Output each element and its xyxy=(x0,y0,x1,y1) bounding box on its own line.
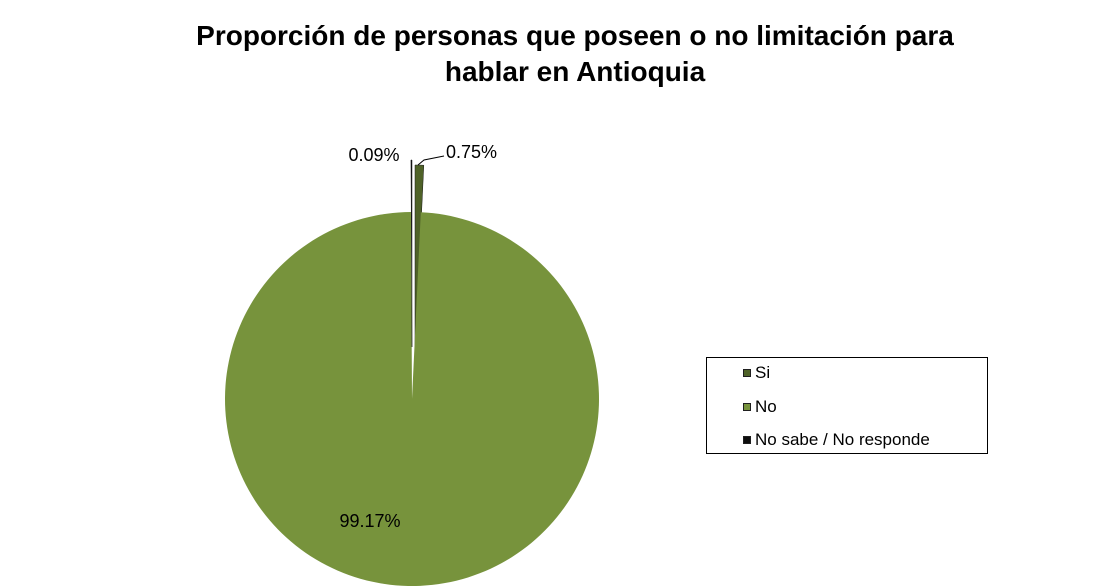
legend-item-3: No sabe / No responde xyxy=(743,429,930,451)
legend-item-2: No xyxy=(743,396,777,418)
legend-swatch-1 xyxy=(743,369,751,377)
pie-slice-3 xyxy=(410,159,413,348)
leader-lines xyxy=(417,155,445,166)
legend-label-3: No sabe / No responde xyxy=(755,430,930,449)
data-label-2: 99.17% xyxy=(339,511,400,531)
data-labels: 0.75% 99.17% 0.09% xyxy=(339,142,497,531)
leader-line-si xyxy=(417,155,445,166)
legend-label-2: No xyxy=(755,397,777,416)
legend: Si No No sabe / No responde xyxy=(706,357,988,454)
pie-slice-2 xyxy=(225,212,600,587)
data-label-3: 0.09% xyxy=(348,145,399,165)
legend-label-1: Si xyxy=(755,363,771,382)
pie-slices xyxy=(225,159,600,587)
legend-swatch-2 xyxy=(743,403,751,411)
legend-item-1: Si xyxy=(743,362,770,384)
legend-swatch-3 xyxy=(743,436,751,444)
chart-title-line-1: Proporción de personas que poseen o no l… xyxy=(196,20,954,51)
data-label-1: 0.75% xyxy=(446,142,497,162)
chart-title: Proporción de personas que poseen o no l… xyxy=(150,18,1000,90)
chart-title-line-2: hablar en Antioquia xyxy=(444,56,706,87)
